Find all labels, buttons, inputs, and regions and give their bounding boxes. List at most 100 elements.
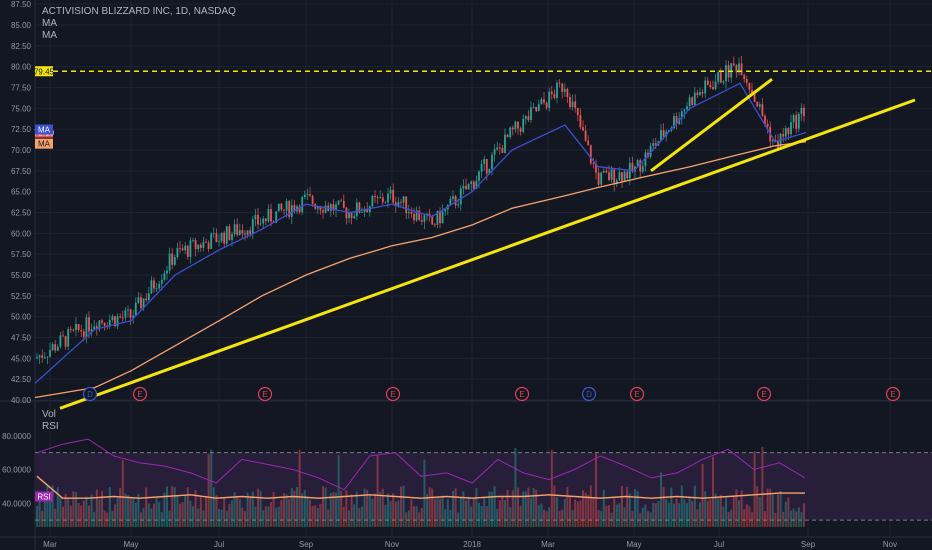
volume-bar	[766, 488, 769, 527]
candle-body	[428, 213, 431, 217]
candle-body	[371, 195, 374, 207]
candle-body	[613, 169, 616, 184]
candle-body	[80, 330, 83, 332]
volume-bar	[498, 499, 501, 527]
volume-bar	[106, 512, 109, 527]
earnings-marker-label: E	[634, 390, 639, 399]
volume-bar	[353, 504, 356, 527]
candle-body	[683, 109, 686, 112]
candle-body	[309, 194, 311, 196]
candle-body	[483, 159, 486, 164]
candle-body	[111, 316, 114, 321]
volume-bar	[800, 512, 803, 527]
candle-body	[501, 147, 504, 153]
candle-body	[462, 185, 465, 189]
ma-short-tag-bg	[35, 124, 53, 135]
candle-body	[413, 213, 415, 221]
volume-bar	[745, 504, 748, 527]
volume-bar	[56, 487, 59, 527]
ma-long-legend[interactable]: MA	[42, 30, 57, 41]
volume-bar	[389, 501, 392, 527]
time-axis[interactable]: Mar May Jul Sep Nov 2018 Mar May Jul Sep Nov	[0, 536, 932, 549]
earnings-marker[interactable]	[756, 386, 772, 402]
volume-bar	[210, 449, 213, 527]
volume-bar	[270, 501, 272, 527]
dividend-marker[interactable]	[82, 386, 98, 402]
volume-bar	[790, 510, 792, 527]
candle-body	[280, 203, 283, 210]
rsi-tag-bg	[35, 491, 53, 502]
volume-bar	[545, 511, 548, 527]
candle-body	[800, 107, 803, 114]
candle-body	[618, 172, 621, 181]
volume-bar	[623, 507, 626, 527]
candle-body	[478, 171, 480, 181]
volume-bar	[792, 508, 795, 527]
volume-bar	[584, 492, 587, 527]
candle-body	[771, 140, 774, 142]
volume-bar	[194, 490, 197, 527]
candle-body	[345, 207, 348, 219]
volume-bar	[189, 500, 192, 527]
candle-body	[228, 226, 231, 240]
volume-legend[interactable]: Vol	[42, 409, 56, 420]
rsi-legend[interactable]: RSI	[42, 421, 59, 432]
candle-body	[751, 89, 753, 94]
price-tick-label: 75.00	[11, 104, 32, 113]
earnings-marker[interactable]	[257, 386, 273, 402]
volume-bar	[626, 486, 629, 527]
volume-bar	[69, 505, 72, 527]
volume-bar	[38, 496, 41, 527]
candle-body	[394, 202, 397, 206]
candle-body	[410, 211, 413, 214]
volume-bar	[246, 492, 249, 527]
earnings-marker[interactable]	[629, 386, 645, 402]
candle-body	[589, 145, 592, 164]
candle-body	[540, 99, 543, 105]
candle-body	[293, 205, 296, 212]
volume-bar	[660, 472, 662, 527]
volume-bar	[691, 501, 694, 527]
price-axis[interactable]: 87.50 85.00 82.50 80.00 77.50 75.00 72.50 70.00…	[2, 0, 31, 508]
volume-bar	[36, 506, 38, 527]
candle-body	[738, 63, 740, 73]
volume-bar	[509, 507, 512, 527]
volume-bar	[732, 495, 735, 527]
candle-body	[782, 134, 785, 137]
earnings-marker[interactable]	[885, 386, 901, 402]
volume-bar	[397, 500, 400, 527]
candle-body	[288, 200, 291, 217]
candle-body	[246, 230, 249, 235]
earnings-marker[interactable]	[385, 386, 401, 402]
earnings-marker[interactable]	[132, 386, 148, 402]
dividend-marker[interactable]	[581, 386, 597, 402]
candle-body	[691, 97, 694, 105]
candle-body	[719, 72, 722, 83]
ma-short-legend[interactable]: MA	[42, 18, 57, 29]
earnings-marker[interactable]	[514, 386, 530, 402]
volume-bar	[797, 507, 800, 527]
rsi-band	[35, 452, 932, 521]
volume-bar	[171, 485, 174, 527]
volume-bar	[54, 508, 57, 527]
candle-body	[621, 172, 623, 182]
volume-bar	[530, 497, 532, 527]
candle-body	[140, 297, 142, 308]
volume-bar	[355, 491, 358, 527]
price-tick-label: 77.50	[11, 84, 32, 93]
volume-bar	[108, 486, 111, 527]
candle-body	[784, 128, 787, 137]
candle-body	[56, 346, 59, 351]
volume-bar	[504, 499, 506, 527]
volume-bar	[259, 490, 262, 527]
candle-body	[571, 101, 574, 107]
candle-body	[595, 163, 597, 173]
candle-body	[168, 253, 171, 271]
volume-bar	[127, 495, 129, 527]
candle-body	[88, 317, 90, 332]
volume-bar	[579, 500, 582, 527]
candle-body	[675, 116, 678, 125]
volume-bar	[179, 503, 181, 527]
